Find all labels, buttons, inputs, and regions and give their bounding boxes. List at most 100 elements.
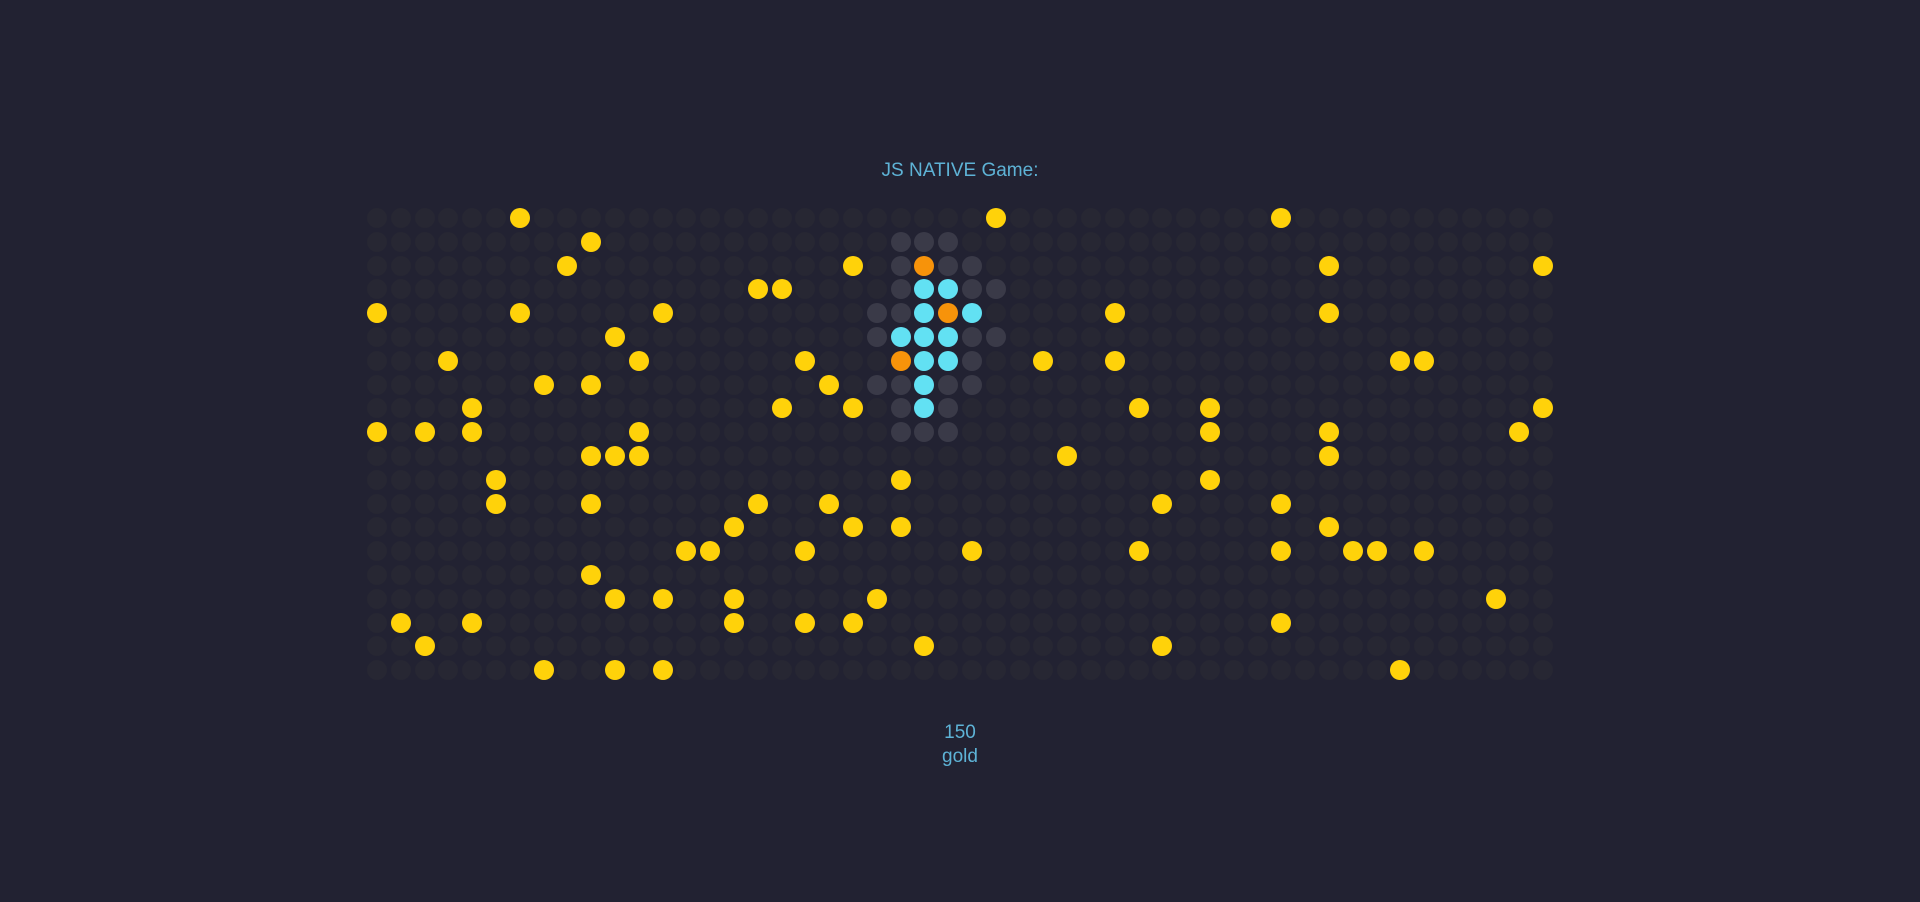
empty-cell: [1342, 469, 1363, 490]
empty-cell: [1009, 422, 1030, 443]
empty-cell: [1152, 374, 1173, 395]
empty-cell: [1081, 374, 1101, 395]
gold-coin: [1319, 255, 1339, 276]
empty-cell: [938, 660, 959, 681]
gold-coin: [1104, 350, 1125, 371]
empty-cell: [628, 565, 649, 585]
empty-cell: [1438, 255, 1458, 276]
empty-cell: [462, 255, 483, 276]
empty-cell: [1176, 303, 1197, 324]
empty-cell: [1081, 517, 1101, 538]
empty-cell: [1033, 541, 1054, 562]
empty-cell: [962, 208, 982, 228]
gold-coin: [581, 493, 602, 514]
empty-cell: [390, 446, 411, 466]
empty-cell: [1057, 208, 1078, 228]
empty-cell: [533, 493, 554, 514]
empty-cell: [652, 279, 673, 300]
empty-cell: [1390, 398, 1411, 419]
empty-cell: [1223, 517, 1244, 538]
empty-cell: [1200, 541, 1220, 562]
empty-cell: [1295, 350, 1316, 371]
empty-cell: [557, 660, 578, 681]
empty-cell: [914, 588, 935, 609]
empty-cell: [1485, 422, 1506, 443]
empty-cell: [819, 327, 840, 347]
empty-cell: [628, 469, 649, 490]
empty-cell: [1414, 660, 1435, 681]
empty-cell: [747, 303, 768, 324]
empty-cell: [843, 208, 863, 228]
empty-cell: [1533, 231, 1554, 252]
empty-cell: [1366, 208, 1387, 228]
empty-cell: [1176, 422, 1197, 443]
empty-cell: [1342, 636, 1363, 657]
empty-cell: [1081, 541, 1101, 562]
empty-cell: [1438, 422, 1458, 443]
empty-cell: [1271, 422, 1292, 443]
empty-cell: [652, 231, 673, 252]
empty-cell: [1414, 469, 1435, 490]
empty-cell: [462, 588, 483, 609]
empty-cell: [1176, 493, 1197, 514]
game-board[interactable]: [367, 208, 1554, 684]
gold-coin: [605, 588, 625, 609]
empty-cell: [1461, 255, 1482, 276]
empty-cell: [747, 541, 768, 562]
empty-cell: [1057, 374, 1078, 395]
gold-coin: [1152, 636, 1173, 657]
empty-cell: [1104, 422, 1125, 443]
empty-cell: [1128, 588, 1149, 609]
empty-cell: [486, 255, 506, 276]
empty-cell: [1152, 541, 1173, 562]
empty-cell: [1509, 636, 1530, 657]
empty-cell: [1461, 493, 1482, 514]
empty-cell: [1176, 327, 1197, 347]
gold-coin: [652, 660, 673, 681]
empty-cell: [581, 398, 602, 419]
empty-cell: [1104, 398, 1125, 419]
empty-cell: [1485, 208, 1506, 228]
empty-cell: [795, 231, 816, 252]
empty-cell: [1366, 636, 1387, 657]
empty-cell: [795, 208, 816, 228]
empty-cell: [1414, 612, 1435, 633]
empty-cell: [1271, 660, 1292, 681]
empty-cell: [1128, 350, 1149, 371]
gold-coin: [414, 636, 435, 657]
empty-cell: [1247, 493, 1268, 514]
empty-cell: [676, 303, 697, 324]
empty-cell: [771, 541, 792, 562]
empty-cell: [914, 493, 935, 514]
gold-coin: [1057, 446, 1078, 466]
revealed-cell: [938, 398, 959, 419]
empty-cell: [1223, 231, 1244, 252]
empty-cell: [985, 303, 1006, 324]
empty-cell: [1081, 303, 1101, 324]
gold-coin: [509, 303, 530, 324]
empty-cell: [462, 231, 483, 252]
empty-cell: [866, 398, 887, 419]
empty-cell: [1033, 446, 1054, 466]
gold-coin: [605, 327, 625, 347]
empty-cell: [628, 541, 649, 562]
empty-cell: [1128, 446, 1149, 466]
empty-cell: [1247, 446, 1268, 466]
empty-cell: [890, 636, 911, 657]
empty-cell: [1342, 350, 1363, 371]
empty-cell: [1366, 612, 1387, 633]
empty-cell: [367, 446, 387, 466]
empty-cell: [1033, 327, 1054, 347]
empty-cell: [367, 612, 387, 633]
empty-cell: [1509, 493, 1530, 514]
empty-cell: [938, 208, 959, 228]
empty-cell: [1128, 493, 1149, 514]
empty-cell: [843, 279, 863, 300]
empty-cell: [914, 565, 935, 585]
empty-cell: [1271, 469, 1292, 490]
empty-cell: [1461, 398, 1482, 419]
empty-cell: [367, 350, 387, 371]
empty-cell: [1128, 255, 1149, 276]
revealed-cell: [962, 350, 982, 371]
empty-cell: [605, 279, 625, 300]
